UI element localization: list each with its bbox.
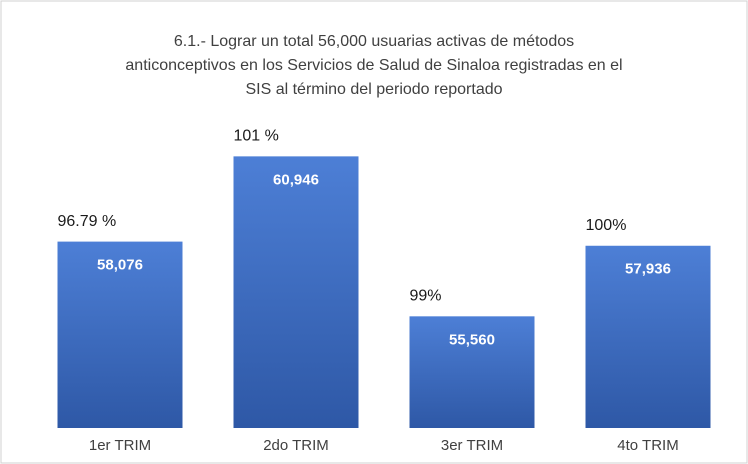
percent-label: 100% [586, 217, 627, 234]
bar [57, 241, 183, 428]
percent-label: 96.79 % [58, 213, 117, 230]
value-label: 58,076 [97, 257, 143, 274]
value-label: 60,946 [273, 171, 319, 188]
x-tick-label: 3er TRIM [441, 437, 503, 454]
x-tick-label: 4to TRIM [617, 437, 678, 454]
percent-label: 101 % [234, 128, 279, 145]
value-label: 57,936 [625, 261, 671, 278]
x-tick-label: 1er TRIM [89, 437, 151, 454]
bar [233, 156, 359, 428]
percent-label: 99% [410, 288, 442, 305]
chart-title: SIS al término del periodo reportado [245, 81, 502, 98]
bar [585, 245, 711, 428]
value-label: 55,560 [449, 331, 495, 348]
chart-title: 6.1.- Lograr un total 56,000 usuarias ac… [174, 33, 574, 50]
chart-title: anticonceptivos en los Servicios de Salu… [125, 57, 622, 74]
bar [409, 316, 535, 428]
x-tick-label: 2do TRIM [263, 437, 329, 454]
